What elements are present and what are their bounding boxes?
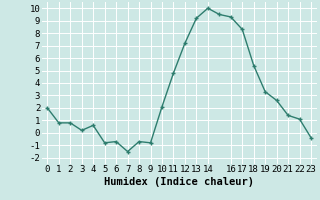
- X-axis label: Humidex (Indice chaleur): Humidex (Indice chaleur): [104, 177, 254, 187]
